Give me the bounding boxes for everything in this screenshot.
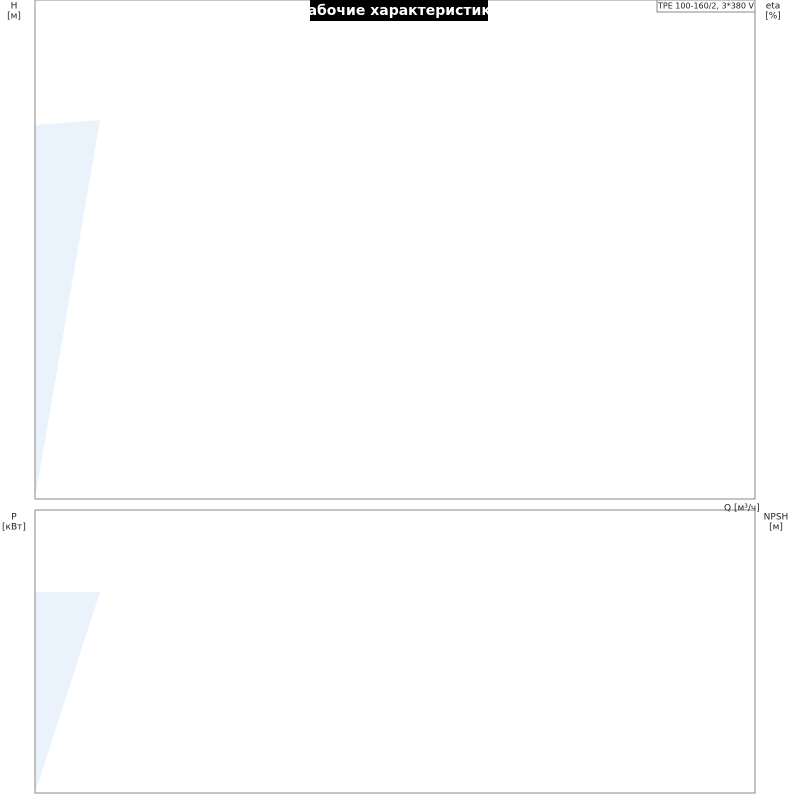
- chart-title: Рабочие характеристики: [297, 3, 500, 19]
- subtitle-box: [656, 0, 756, 13]
- y-axis-unit: [кВт]: [2, 523, 26, 533]
- left-region: [35, 592, 100, 793]
- plot-frame: [34, 0, 756, 500]
- title-box: [310, 0, 488, 21]
- y-axis-label: H: [11, 2, 18, 12]
- chart-subtitle: TPE 100-160/2, 3*380 V: [657, 2, 755, 11]
- x-axis-label: Q [м³/ч]: [724, 504, 760, 514]
- plot-frame: [34, 509, 756, 794]
- left-region: [35, 120, 100, 499]
- y2-axis-unit: [м]: [769, 523, 783, 533]
- y-axis-label: P: [11, 513, 17, 523]
- y2-axis-unit: [%]: [765, 12, 781, 22]
- y2-axis-label: eta: [766, 2, 781, 12]
- y2-axis-label: NPSH: [764, 513, 789, 523]
- y-axis-unit: [м]: [7, 12, 21, 22]
